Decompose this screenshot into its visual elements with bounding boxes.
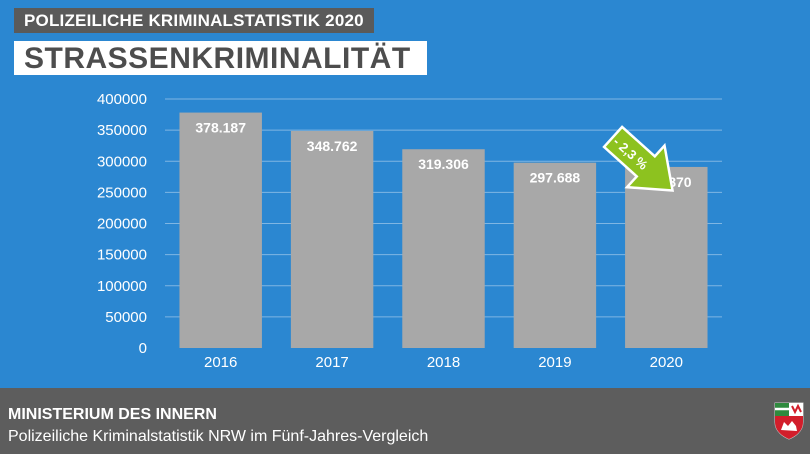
footer-subtitle: Polizeiliche Kriminalstatistik NRW im Fü… [8,428,429,445]
y-tick-label: 150000 [97,247,147,264]
footer-bar: MINISTERIUM DES INNERN Polizeiliche Krim… [0,388,810,454]
y-tick-label: 50000 [105,309,147,326]
bar [513,162,597,348]
y-tick-label: 0 [139,340,147,357]
bar-chart: 0 50000 100000 150000 200000 250000 300000 3500… [97,91,722,371]
bars [179,112,708,349]
bar [625,166,708,348]
bar [179,112,262,349]
bar-value-label: 297.688 [530,170,581,186]
x-tick-label: 2019 [538,354,571,371]
x-axis-tick-labels: 2016 2017 2018 2019 2020 [204,354,683,371]
bar-value-label: 378.187 [195,120,246,136]
bar-value-label: 348.762 [307,138,358,154]
y-tick-label: 250000 [97,184,147,201]
headline-banner: STRASSENKRIMINALITÄT [14,41,427,75]
y-tick-label: 300000 [97,153,147,170]
y-tick-label: 200000 [97,216,147,233]
x-tick-label: 2018 [427,354,460,371]
x-tick-label: 2017 [315,354,348,371]
x-tick-label: 2020 [650,354,683,371]
x-tick-label: 2016 [204,354,237,371]
bar [290,130,374,348]
bar [402,149,485,348]
y-tick-label: 400000 [97,91,147,108]
y-tick-label: 100000 [97,278,147,295]
y-axis-tick-labels: 0 50000 100000 150000 200000 250000 300000 3500… [97,91,147,357]
bar-value-label: 319.306 [418,156,469,172]
y-tick-label: 350000 [97,122,147,139]
nrw-coat-of-arms-icon [774,402,804,440]
kicker-banner: POLIZEILICHE KRIMINALSTATISTIK 2020 [14,8,374,33]
ministry-name: MINISTERIUM DES INNERN [8,406,217,423]
